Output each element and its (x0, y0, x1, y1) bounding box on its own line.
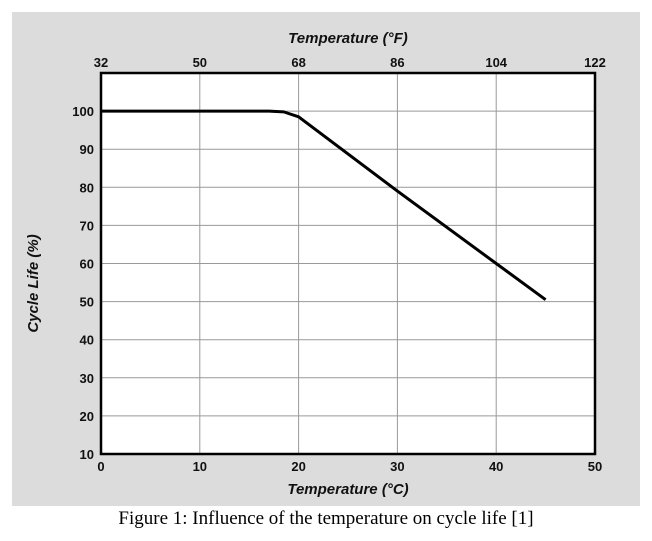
x2-tick-label: 50 (193, 55, 207, 70)
x2-tick-label: 86 (390, 55, 404, 70)
x-tick-label: 30 (390, 459, 404, 474)
y-tick-label: 80 (80, 180, 94, 195)
plot-frame (99, 71, 597, 456)
y-tick-label: 50 (80, 295, 94, 310)
x-tick-label: 0 (97, 459, 104, 474)
y-tick-label: 10 (80, 447, 94, 462)
x-tick-label: 50 (588, 459, 602, 474)
y-tick-label: 30 (80, 371, 94, 386)
y-tick-label: 70 (80, 218, 94, 233)
x-tick-label: 20 (291, 459, 305, 474)
x2-tick-label: 104 (485, 55, 507, 70)
y-tick-label: 100 (72, 104, 94, 119)
x-axis-label: Temperature (°C) (287, 481, 408, 498)
figure-caption: Figure 1: Influence of the temperature o… (118, 508, 534, 529)
y-tick-label: 40 (80, 333, 94, 348)
x2-tick-label: 68 (291, 55, 305, 70)
x-tick-label: 10 (193, 459, 207, 474)
y-axis-label: Cycle Life (%) (25, 234, 42, 332)
x2-tick-label: 122 (584, 55, 606, 70)
x2-tick-label: 32 (94, 55, 108, 70)
x-tick-label: 40 (489, 459, 503, 474)
y-tick-label: 20 (80, 409, 94, 424)
x2-axis-label: Temperature (°F) (288, 30, 408, 47)
y-tick-label: 60 (80, 257, 94, 272)
series-line (101, 109, 547, 301)
y-tick-label: 90 (80, 142, 94, 157)
